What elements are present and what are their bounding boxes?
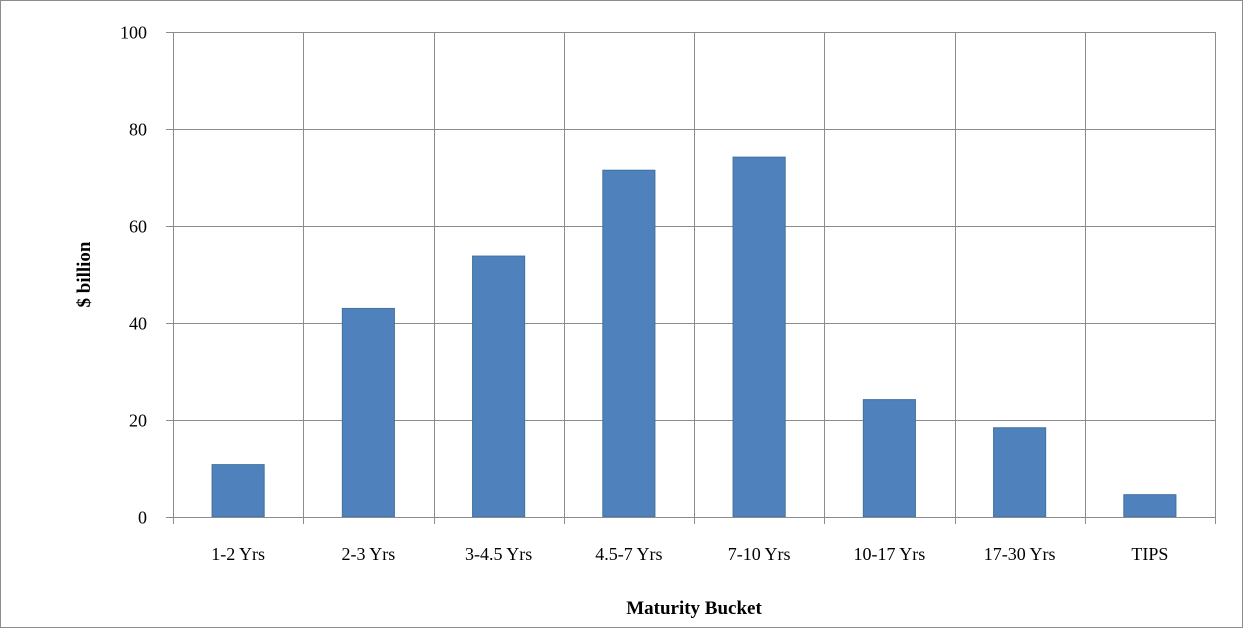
bar-7-10-yrs xyxy=(732,156,786,518)
x-tick-label: 4.5-7 Yrs xyxy=(595,544,662,564)
x-tick-label: 17-30 Yrs xyxy=(984,544,1056,564)
bar-2-3-yrs xyxy=(341,307,395,518)
bar-3-4-5-yrs xyxy=(472,255,526,518)
gridlines xyxy=(173,32,1216,517)
x-tick-label: 7-10 Yrs xyxy=(728,544,791,564)
bar-10-17-yrs xyxy=(862,399,916,518)
y-axis-title: $ billion xyxy=(74,241,95,307)
y-tick-label: 40 xyxy=(129,314,147,334)
y-tick-label: 20 xyxy=(129,411,147,431)
y-tick-label: 60 xyxy=(129,217,147,237)
x-tick-label: 3-4.5 Yrs xyxy=(465,544,532,564)
bar-tips xyxy=(1123,494,1177,518)
axes xyxy=(166,32,1216,524)
bars xyxy=(211,156,1177,518)
bar-4-5-7-yrs xyxy=(602,169,656,518)
y-tick-label: 100 xyxy=(120,23,147,43)
bar-1-2-yrs xyxy=(211,464,265,518)
x-axis-title: Maturity Bucket xyxy=(626,598,762,619)
x-tick-label: TIPS xyxy=(1131,544,1168,564)
x-tick-label: 10-17 Yrs xyxy=(853,544,925,564)
x-tick-label: 2-3 Yrs xyxy=(341,544,395,564)
y-tick-label: 0 xyxy=(138,508,147,528)
bar-17-30-yrs xyxy=(993,427,1047,518)
tick-labels: 0 20 40 60 80 100 1-2 Yrs 2-3 Yrs 3-4.5 Yrs 4.5-7… xyxy=(120,23,1168,565)
x-tick-label: 1-2 Yrs xyxy=(211,544,265,564)
y-tick-label: 80 xyxy=(129,120,147,140)
